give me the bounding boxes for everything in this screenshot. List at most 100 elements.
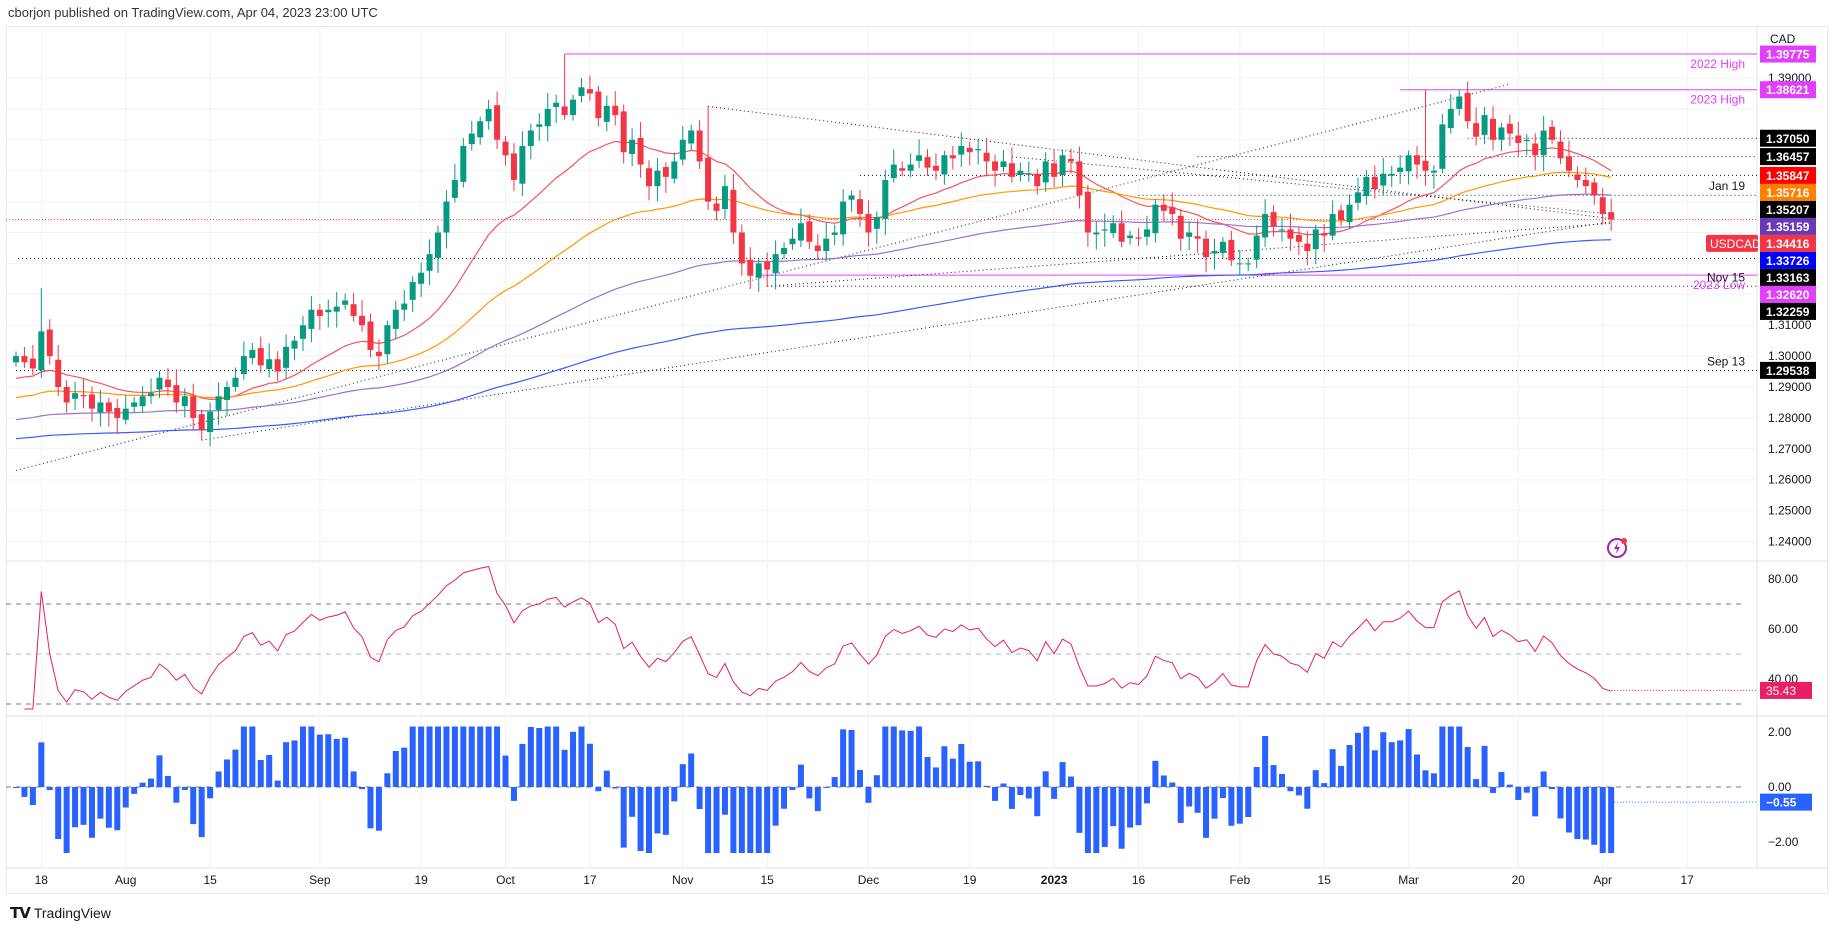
histogram-bar	[519, 743, 526, 787]
candle-body	[620, 111, 627, 153]
candle-body	[865, 213, 872, 233]
candle	[705, 106, 712, 211]
histogram-bar	[1110, 787, 1117, 827]
candle	[1338, 204, 1345, 226]
candle	[1422, 89, 1429, 186]
candle-body	[966, 147, 973, 153]
histogram-bar	[1329, 749, 1336, 787]
candle	[477, 116, 484, 145]
candle-body	[1338, 210, 1345, 221]
candle	[679, 126, 686, 166]
histogram-bar	[1312, 770, 1319, 787]
candle-body	[1565, 156, 1572, 171]
candle	[1101, 213, 1108, 247]
candle-body	[536, 124, 543, 127]
histogram-bar	[1008, 787, 1015, 809]
candle	[612, 91, 619, 126]
candle	[848, 190, 855, 212]
candle	[122, 395, 129, 425]
candle-body	[13, 356, 19, 363]
time-label: 15	[1318, 873, 1332, 887]
candle-body	[266, 359, 273, 370]
histogram-bar	[38, 742, 45, 787]
candle-body	[1253, 235, 1260, 260]
candle	[249, 343, 256, 365]
candle	[646, 160, 652, 201]
histogram-bar	[1371, 750, 1378, 787]
candle-body	[1219, 241, 1226, 253]
candle	[173, 369, 180, 413]
histogram-bar	[1430, 773, 1437, 787]
candle	[1084, 184, 1091, 247]
histogram-bar	[342, 737, 349, 787]
price-tag-bg	[1760, 129, 1816, 147]
price-tag-bg	[1760, 148, 1816, 166]
candle	[502, 135, 509, 166]
candle	[527, 123, 534, 160]
candle-body	[1591, 182, 1598, 196]
candle	[1093, 221, 1100, 250]
candle-body	[173, 385, 180, 403]
candle	[603, 95, 610, 132]
candle	[1506, 114, 1513, 146]
histogram-bar	[527, 727, 534, 787]
candle-body	[502, 141, 509, 156]
tradingview-logo[interactable]: TV TradingView	[10, 904, 111, 922]
candle	[1304, 231, 1311, 266]
candle-body	[595, 91, 602, 119]
candle	[907, 153, 914, 178]
candle-body	[755, 263, 762, 278]
histogram-bar	[443, 726, 450, 787]
histogram-bar	[232, 749, 239, 787]
histogram-bar	[1186, 787, 1193, 807]
trend-line[interactable]	[201, 221, 1612, 441]
time-label: Feb	[1229, 873, 1250, 887]
candle-body	[46, 329, 53, 357]
histogram-bar	[88, 787, 95, 838]
candle-body	[485, 108, 492, 122]
candle-body	[857, 199, 863, 214]
candle	[1203, 230, 1210, 273]
candle-body	[164, 379, 171, 387]
candle	[806, 214, 813, 250]
candle-body	[342, 300, 349, 305]
alert-icon[interactable]	[1607, 538, 1627, 558]
histogram-bar	[240, 726, 247, 787]
ma-line-ma20	[15, 140, 1612, 400]
time-label: 17	[1680, 873, 1694, 887]
candle-body	[1203, 238, 1210, 258]
histogram-bar	[865, 787, 872, 803]
trend-line[interactable]	[1011, 156, 1612, 215]
histogram-bar	[1253, 767, 1260, 787]
candle	[55, 345, 62, 397]
candle-body	[384, 325, 391, 355]
histogram-bar	[814, 787, 821, 812]
candle	[738, 224, 745, 276]
candle	[916, 139, 923, 169]
candle	[97, 389, 104, 427]
histogram-bar	[654, 787, 661, 834]
candle-body	[1270, 212, 1277, 227]
histogram-bar	[620, 787, 627, 848]
candle-body	[1236, 263, 1243, 265]
histogram-bar	[899, 730, 906, 787]
histogram-bar	[781, 787, 788, 809]
histogram-bar	[1101, 787, 1108, 847]
candle	[325, 299, 332, 328]
candle	[1447, 94, 1454, 134]
histogram-bar	[139, 782, 146, 787]
candle	[865, 200, 872, 247]
histogram-bar	[1076, 787, 1083, 833]
trend-line[interactable]	[15, 83, 1511, 471]
candle	[966, 142, 973, 166]
candle-body	[1034, 173, 1041, 187]
histogram-bar	[797, 764, 804, 787]
histogram-bar	[63, 787, 70, 853]
candle-body	[1059, 155, 1066, 176]
candle-body	[477, 121, 484, 138]
candle	[72, 381, 79, 411]
price-axis: 1.390001.310001.300001.290001.280001.270…	[1706, 45, 1816, 549]
candle-body	[409, 281, 416, 300]
